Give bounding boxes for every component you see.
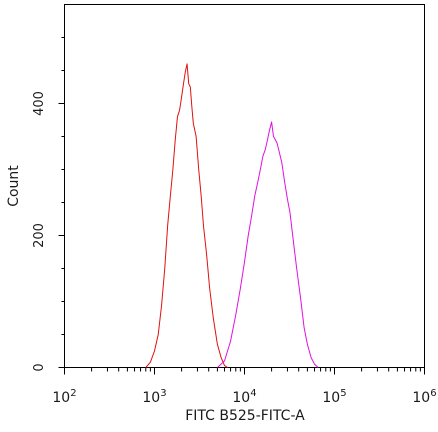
y-tick-label: 200	[32, 223, 47, 248]
plot-frame	[64, 4, 425, 368]
y-tick-label: 0	[32, 363, 47, 371]
y-tick-label: 400	[32, 91, 47, 116]
x-axis-label: FITC B525-FITC-A	[185, 408, 305, 424]
y-axis-label: Count	[6, 165, 22, 207]
x-tick-label: 104	[232, 388, 256, 406]
series-layer	[145, 63, 319, 368]
x-tick-label: 106	[412, 388, 436, 406]
x-tick-label: 105	[322, 388, 346, 406]
histogram-series-2	[217, 121, 319, 368]
x-axis-ticks: 102 103 104 105 106	[52, 367, 437, 406]
x-tick-label: 103	[142, 388, 166, 406]
y-axis-ticks: 0 200 400	[32, 37, 65, 372]
x-tick-label: 102	[52, 388, 76, 406]
histogram-series-1	[145, 63, 228, 368]
